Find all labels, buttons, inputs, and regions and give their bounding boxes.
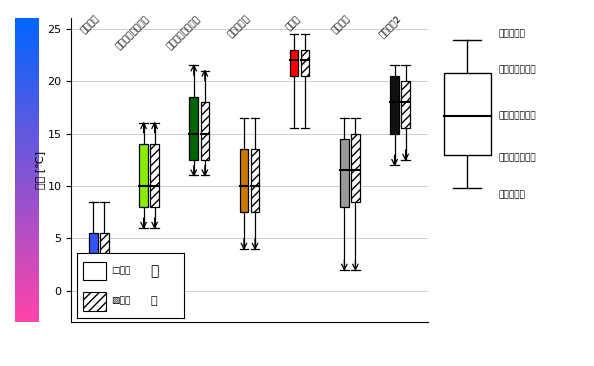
Text: 亜熱帯: 亜熱帯 xyxy=(285,14,302,32)
Bar xyxy=(150,144,159,207)
Text: 最温暖限界: 最温暖限界 xyxy=(498,190,525,199)
Bar xyxy=(89,233,97,296)
Text: 🌿: 🌿 xyxy=(151,296,157,306)
Bar xyxy=(140,144,148,207)
Text: 🌳: 🌳 xyxy=(150,264,159,278)
Text: 亜寒山帯: 亜寒山帯 xyxy=(80,14,102,36)
Text: 湿潤村落樹: 湿潤村落樹 xyxy=(227,14,252,40)
Bar xyxy=(444,73,491,155)
Bar xyxy=(240,149,248,212)
Text: 寒帯つる2: 寒帯つる2 xyxy=(377,14,403,40)
Text: 寒冷限界の平均: 寒冷限界の平均 xyxy=(498,66,536,74)
Text: 平均気温の平均: 平均気温の平均 xyxy=(498,111,536,120)
Bar xyxy=(351,134,359,202)
Text: 最寒冷限界: 最寒冷限界 xyxy=(498,29,525,38)
Y-axis label: 気温 [℃]: 気温 [℃] xyxy=(34,151,45,189)
Text: □母樹: □母樹 xyxy=(112,266,131,276)
Text: ▨稚樹: ▨稚樹 xyxy=(112,297,131,306)
Text: 冷温帯低海広葉樹: 冷温帯低海広葉樹 xyxy=(115,14,151,51)
Bar xyxy=(390,76,399,134)
Bar xyxy=(189,97,198,160)
Bar xyxy=(83,292,106,310)
Bar xyxy=(201,102,209,160)
Bar xyxy=(290,50,298,76)
Text: 温暖限界の平均: 温暖限界の平均 xyxy=(498,154,536,163)
Bar xyxy=(83,262,106,280)
Bar xyxy=(251,149,259,212)
Bar xyxy=(100,233,109,280)
Text: 暖温帯常緑広葉樹: 暖温帯常緑広葉樹 xyxy=(165,14,202,51)
Text: 寒帯つる: 寒帯つる xyxy=(331,14,352,36)
Bar xyxy=(301,50,309,76)
Bar xyxy=(402,81,410,128)
Bar xyxy=(340,139,349,207)
